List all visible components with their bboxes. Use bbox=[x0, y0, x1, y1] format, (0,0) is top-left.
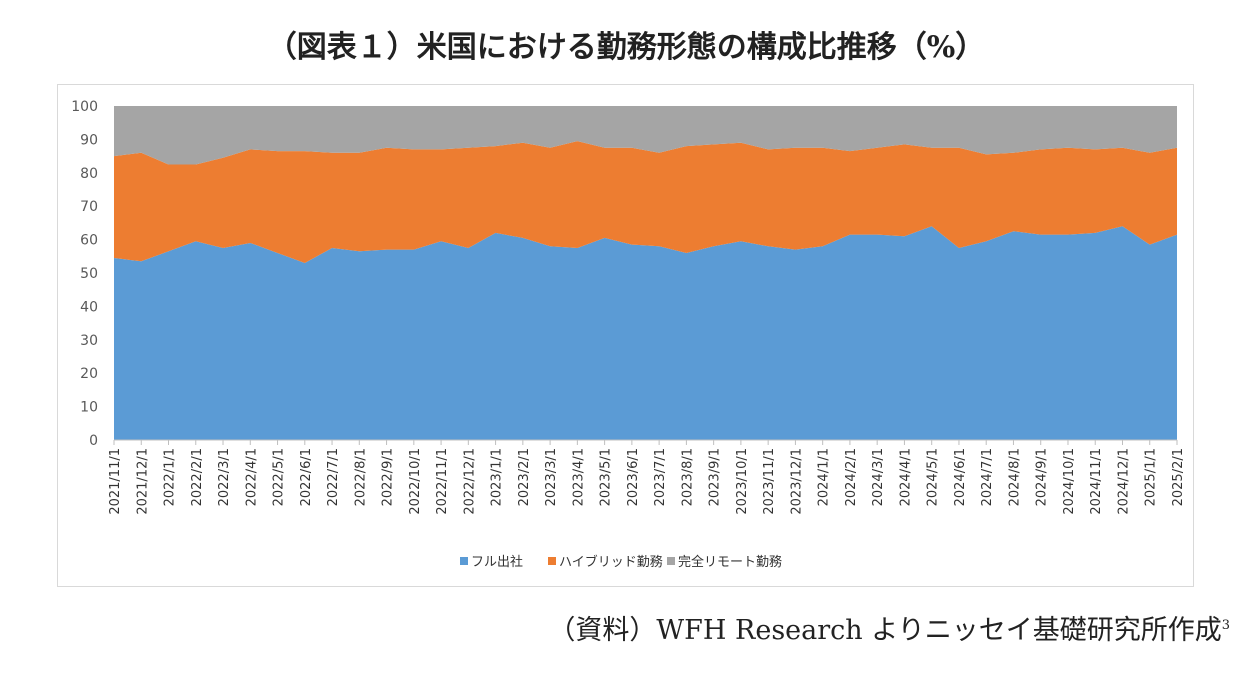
x-tick-label: 2024/9/1 bbox=[1035, 448, 1050, 506]
x-tick-label: 2022/10/1 bbox=[408, 448, 423, 515]
x-tick-label: 2023/4/1 bbox=[571, 448, 586, 506]
area-series-0 bbox=[114, 226, 1177, 440]
x-tick-label: 2024/6/1 bbox=[953, 448, 968, 506]
x-tick-label: 2023/1/1 bbox=[490, 448, 505, 506]
x-tick-label: 2024/7/1 bbox=[980, 448, 995, 506]
source-footnote: 3 bbox=[1221, 618, 1230, 633]
y-tick-label: 70 bbox=[80, 199, 98, 215]
x-tick-label: 2022/11/1 bbox=[435, 448, 450, 515]
x-tick-label: 2023/7/1 bbox=[653, 448, 668, 506]
x-tick-label: 2024/11/1 bbox=[1089, 448, 1104, 515]
stacked-area-chart: 0 10 20 30 40 50 60 70 80 90 100 2021/11/1 2021/12/1… bbox=[71, 99, 1186, 570]
x-tick-label: 2023/2/1 bbox=[517, 448, 532, 506]
x-tick-label: 2024/3/1 bbox=[871, 448, 886, 506]
x-tick-label: 2021/11/1 bbox=[108, 448, 123, 515]
y-tick-label: 20 bbox=[80, 366, 98, 382]
axes-layer: 0 10 20 30 40 50 60 70 80 90 100 2021/11/1 2021/12/1… bbox=[71, 99, 1186, 515]
legend-swatch-1 bbox=[548, 557, 556, 565]
x-tick-label: 2024/4/1 bbox=[898, 448, 913, 506]
legend-swatch-0 bbox=[460, 557, 468, 565]
x-tick-label: 2023/11/1 bbox=[762, 448, 777, 515]
x-tick-label: 2024/12/1 bbox=[1116, 448, 1131, 515]
legend-swatch-2 bbox=[667, 557, 675, 565]
legend-label-1: ハイブリッド勤務 bbox=[559, 554, 663, 570]
y-tick-label: 90 bbox=[80, 132, 98, 148]
x-tick-label: 2023/9/1 bbox=[708, 448, 723, 506]
x-tick-label: 2022/12/1 bbox=[462, 448, 477, 515]
x-tick-label: 2023/3/1 bbox=[544, 448, 559, 506]
x-tick-label: 2022/6/1 bbox=[299, 448, 314, 506]
legend-label-0: フル出社 bbox=[471, 554, 523, 570]
area-series-2 bbox=[114, 106, 1177, 165]
legend-label-2: 完全リモート勤務 bbox=[678, 554, 782, 570]
y-tick-label: 0 bbox=[89, 433, 98, 449]
x-tick-label: 2024/1/1 bbox=[817, 448, 832, 506]
x-tick-label: 2023/10/1 bbox=[735, 448, 750, 515]
y-tick-label: 60 bbox=[80, 233, 98, 249]
chart-title: （図表１）米国における勤務形態の構成比推移（%） bbox=[266, 30, 986, 65]
x-tick-label: 2025/2/1 bbox=[1171, 448, 1186, 506]
source-text: （資料）WFH Research よりニッセイ基礎研究所作成 bbox=[548, 615, 1222, 646]
area-layer bbox=[114, 106, 1177, 440]
area-series-1 bbox=[114, 141, 1177, 263]
x-tick-label: 2024/2/1 bbox=[844, 448, 859, 506]
x-tick-label: 2022/3/1 bbox=[217, 448, 232, 506]
x-tick-label: 2024/10/1 bbox=[1062, 448, 1077, 515]
x-tick-label: 2022/7/1 bbox=[326, 448, 341, 506]
y-tick-label: 80 bbox=[80, 166, 98, 182]
x-tick-label: 2021/12/1 bbox=[135, 448, 150, 515]
y-tick-label: 40 bbox=[80, 299, 98, 315]
x-tick-label: 2022/4/1 bbox=[244, 448, 259, 506]
x-tick-label: 2022/9/1 bbox=[381, 448, 396, 506]
x-tick-label: 2022/2/1 bbox=[190, 448, 205, 506]
x-tick-label: 2022/8/1 bbox=[353, 448, 368, 506]
y-tick-label: 30 bbox=[80, 333, 98, 349]
y-tick-label: 50 bbox=[80, 266, 98, 282]
x-tick-label: 2022/1/1 bbox=[163, 448, 178, 506]
x-tick-label: 2023/5/1 bbox=[599, 448, 614, 506]
y-tick-label: 100 bbox=[71, 99, 98, 115]
source-note: （資料）WFH Research よりニッセイ基礎研究所作成3 bbox=[548, 608, 1230, 647]
x-tick-label: 2024/5/1 bbox=[926, 448, 941, 506]
y-tick-label: 10 bbox=[80, 400, 98, 416]
x-tick-label: 2023/12/1 bbox=[789, 448, 804, 515]
x-tick-label: 2022/5/1 bbox=[272, 448, 287, 506]
x-tick-label: 2023/8/1 bbox=[680, 448, 695, 506]
x-tick-label: 2023/6/1 bbox=[626, 448, 641, 506]
x-tick-label: 2025/1/1 bbox=[1144, 448, 1159, 506]
x-tick-label: 2024/8/1 bbox=[1007, 448, 1022, 506]
legend: フル出社 ハイブリッド勤務 完全リモート勤務 bbox=[460, 554, 782, 570]
